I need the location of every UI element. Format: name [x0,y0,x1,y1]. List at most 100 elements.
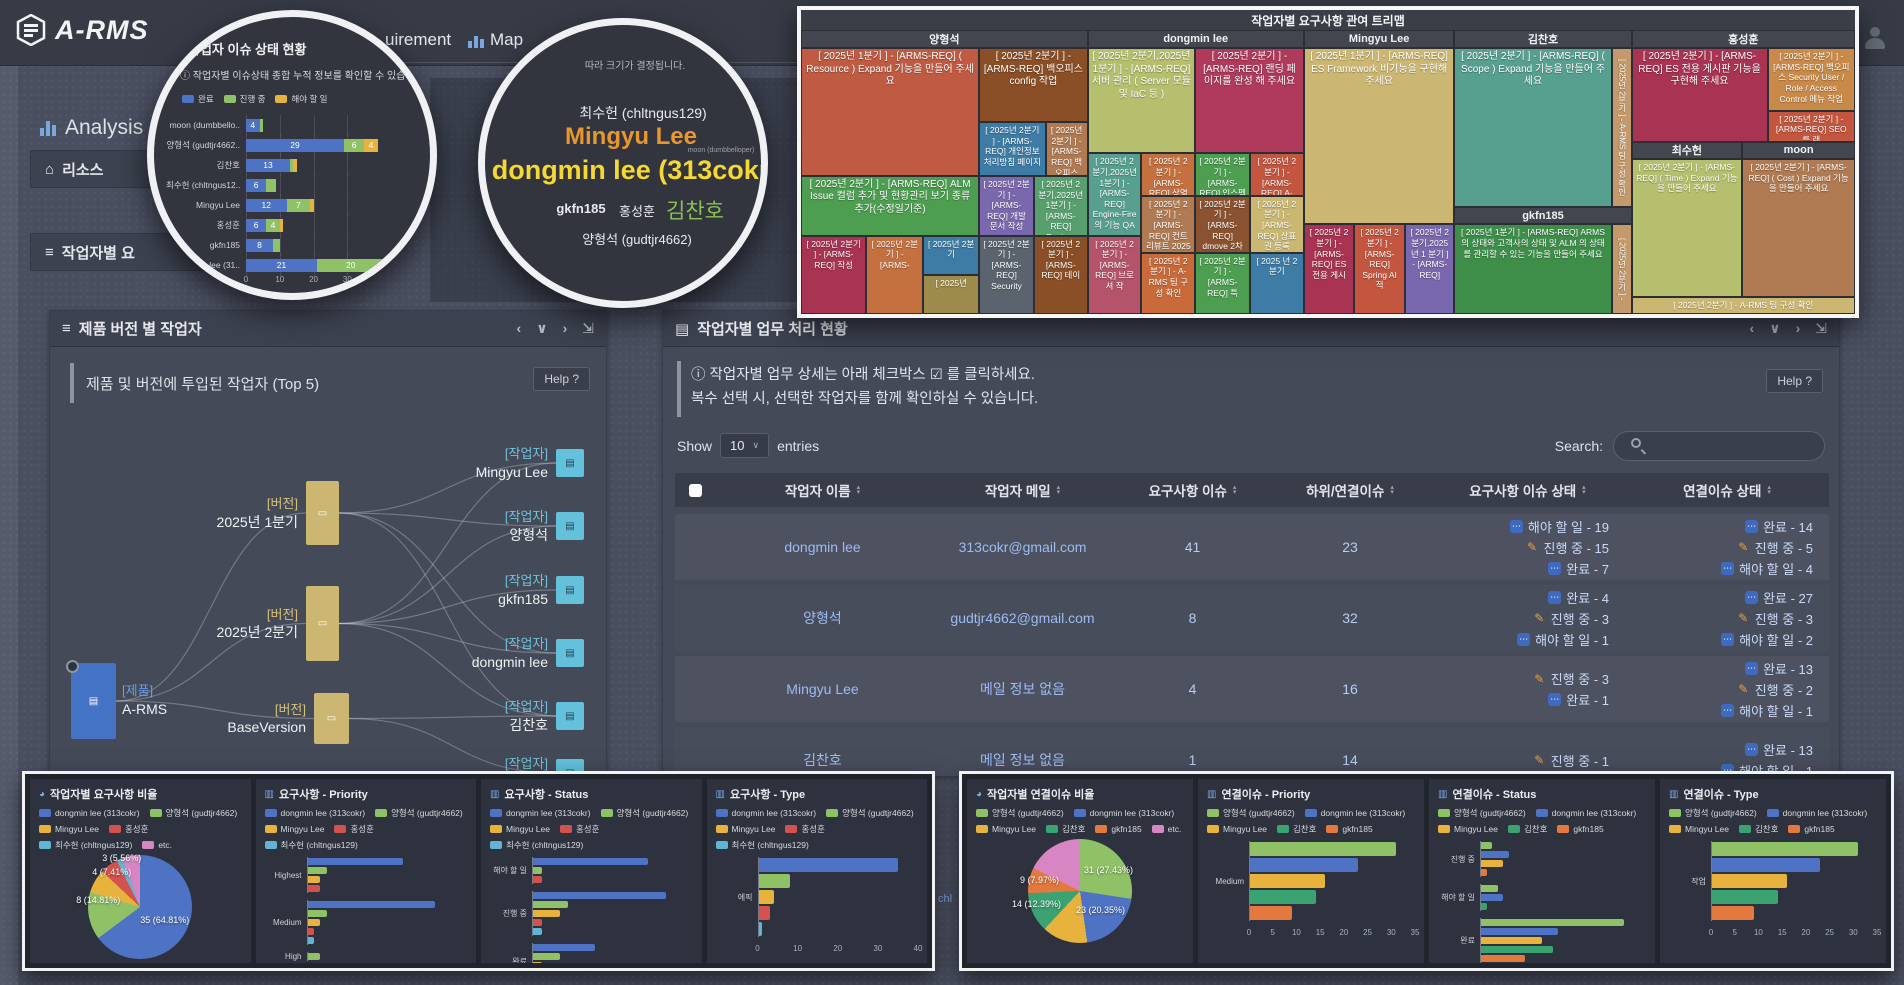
treemap-cell[interactable]: [ 2025년 2분기,2025년 1분기 ] - [ARMS-REQ] 서버 … [1087,48,1196,154]
treemap-group-header[interactable]: dongmin lee [1087,30,1304,49]
legend-item[interactable]: dongmin lee (313cokr) [1304,808,1405,818]
app-logo[interactable]: A-RMS [16,14,149,46]
legend-item[interactable]: 홍성훈 [108,823,148,835]
treemap-cell[interactable]: [ 2025년 2분기 ] - [ARMS-REQ] dmove 2차 [1195,195,1250,253]
next-icon[interactable]: › [562,320,568,336]
diagram-node-worker[interactable]: ▤ [556,702,584,730]
treemap-cell[interactable]: [ 2025년 1분기 ] - [ARMS-REQ] ( Resource ) … [801,48,980,176]
treemap-cell[interactable]: [ 2025년 2분기,2025년 1분기 ] - [ARMS-REQ] Eng… [1033,175,1088,236]
legend-item[interactable]: 양형석 (gudtjr4662) [149,807,237,819]
wordcloud-word[interactable]: 홍성훈 [619,204,655,219]
treemap-group-header[interactable]: 김찬호 [1454,30,1632,49]
legend-item[interactable]: etc. [1151,824,1181,834]
legend-item[interactable]: 홍성훈 [785,823,825,835]
legend-item[interactable]: dongmin lee (313cokr) [264,808,365,818]
legend-item[interactable]: 양형석 (gudtjr4662) [976,807,1064,819]
collapse-icon[interactable]: ∨ [536,320,548,336]
legend-item[interactable]: etc. [142,840,172,850]
nav-item-map[interactable]: Map [468,30,523,50]
legend-item[interactable]: 최수헌 (chltngus129) [715,839,809,851]
treemap-cell[interactable]: [ 2025년 2분기 ] - A-RMS 팀 구성 확인 [1631,296,1855,314]
pie-chart[interactable] [88,855,193,959]
sort-icon[interactable]: ▴ ▾ [1232,484,1237,496]
treemap-cell[interactable]: [ 2025년 2분기 ] - [ARMS-REQ] 브로셔 작 [1087,235,1142,314]
treemap-cell[interactable]: [ 2025년 2분기 ] - [ARMS-REQ] ( Time ) Expa… [1631,158,1743,297]
diagram-node-worker[interactable]: ▤ [556,449,584,477]
legend-item[interactable]: 양형석 (gudtjr4662) [1669,807,1757,819]
legend-item[interactable]: gkfn185 [1095,824,1142,834]
treemap-cell[interactable]: [ 2025년 2분기 ] - [ARMS-REQ] ES 전용 게시 [1303,224,1355,314]
treemap-cell[interactable]: [ 2025년 2분기 ] - [ARMS-REQ] 백오피스 config 작… [979,48,1088,122]
diagram-node-worker[interactable]: ▤ [556,512,584,540]
legend-item[interactable]: 완료 [182,93,214,105]
legend-item[interactable]: 김찬호 [1276,823,1316,835]
legend-item[interactable]: 양형석 (gudtjr4662) [600,807,688,819]
sort-icon[interactable]: ▴ ▾ [1056,484,1061,496]
treemap-cell[interactable]: [ 2025년 2분기 ] - [ARMS-REQ] 개인정보처리방침 페이지 [979,122,1046,176]
worker-name-link[interactable]: 양형석 [803,610,842,626]
sort-icon[interactable]: ▴ ▾ [1390,484,1394,496]
wordcloud-word[interactable]: 최수헌 (chltngus129) [579,105,707,121]
legend-item[interactable]: dongmin lee (313cokr) [715,808,816,818]
worker-name-link[interactable]: dongmin lee [784,539,861,555]
legend-item[interactable]: dongmin lee (313cokr) [490,808,591,818]
nav-item-requirement[interactable]: uirement [385,30,452,49]
help-button-right[interactable]: Help ? [1766,369,1823,393]
worker-name-link[interactable]: 김찬호 [803,752,842,768]
legend-item[interactable]: 홍성훈 [334,823,374,835]
legend-item[interactable]: Mingyu Lee [1669,824,1729,834]
treemap-cell[interactable]: [ 2025년 2분기 ] - [ARMS-REQ] ( Scope ) Exp… [1454,48,1612,208]
legend-item[interactable]: 최수헌 (chltngus129) [39,839,132,851]
diagram-node-version[interactable]: ▭ [306,586,339,661]
wordcloud-word[interactable]: dongmin lee (313cokr) [491,155,768,185]
select-all-checkbox[interactable] [688,483,702,497]
wordcloud-word[interactable]: 양형석 (gudtjr4662) [582,232,692,247]
column-header[interactable]: 작업자 이름 ▴ ▾ [784,484,861,499]
legend-item[interactable]: dongmin lee (313cokr) [1073,808,1174,818]
user-profile-icon[interactable] [1862,26,1888,52]
treemap-cell[interactable]: [ 2025년 2분기 ] - [ARMS-REQ] 개발 문서 작성 [979,175,1034,236]
diagram-node-product[interactable]: ▤ [71,663,116,739]
legend-item[interactable]: 김찬호 [1738,823,1778,835]
worker-name-link[interactable]: Mingyu Lee [786,681,859,697]
wordcloud-word[interactable]: gkfn185 [556,201,606,216]
treemap-cell[interactable]: [ 2025년 [923,275,980,314]
legend-item[interactable]: Mingyu Lee [1438,824,1498,834]
diagram-node-worker[interactable]: ▤ [556,576,584,604]
expand-icon[interactable]: ⇲ [1815,320,1827,336]
diagram-node-worker[interactable]: ▤ [556,639,584,667]
column-header[interactable]: 작업자 메일 ▴ ▾ [984,484,1061,499]
treemap-cell[interactable]: [ 2025년 2분기 ] - A-RMS 팀 구성 확인 [1141,252,1196,314]
treemap-group-header[interactable]: gkfn185 [1454,207,1632,225]
wordcloud-word[interactable]: moon (dumbbelloper) [687,147,755,154]
column-header[interactable]: 요구사항 이슈 상태 ▴ ▾ [1469,484,1586,499]
treemap-cell[interactable]: [ 2025년 2분기 ] - [ARMS-REQ] 백오피스 System 작… [1045,122,1088,176]
treemap-cell[interactable]: [ 2025년 2분기 [923,235,980,276]
legend-item[interactable]: 양형석 (gudtjr4662) [1207,807,1295,819]
treemap-cell[interactable]: [ 2025년 2분기 ] - [ARMS-REQ] ES 전용 게시판 기능을… [1631,48,1768,142]
page-size-select[interactable]: 10 ∨ [720,433,770,458]
treemap-cell[interactable]: [ 2025년 2분기,2025년 1 분기 ] - [ARMS-REQ] [1404,224,1455,314]
treemap-cell[interactable]: [ 2025년 2분기 ] - [ARMS-REQ] A-RMS 와 A-DOC… [1250,153,1304,196]
treemap-cell[interactable]: [ 2025년 2분기 ] - [ARMS-REQ] 백오피스 Security… [1767,48,1855,111]
legend-item[interactable]: gkfn185 [1557,824,1604,834]
treemap-cell[interactable]: [ 2025년 2분기 ] - [ARMS-REQ] 상열님 설명 [1141,153,1196,196]
sort-icon[interactable]: ▴ ▾ [856,484,861,496]
collapse-icon[interactable]: ∨ [1769,320,1781,336]
legend-item[interactable]: 김찬호 [1045,823,1085,835]
legend-item[interactable]: 양형석 (gudtjr4662) [1438,807,1526,819]
prev-icon[interactable]: ‹ [516,320,522,336]
legend-item[interactable]: 양형석 (gudtjr4662) [826,807,914,819]
sort-icon[interactable]: ▴ ▾ [1767,484,1771,496]
legend-item[interactable]: 해야 할 일 [275,93,327,105]
treemap-cell[interactable]: [ 2025년 2분기 ] - [ARMS-REQ] Spring AI 적 [1354,224,1405,314]
search-input[interactable] [1613,431,1825,461]
treemap-cell[interactable]: [ 2025년 2분기 ] - [ARMS-REQ] 작성 [801,235,867,314]
treemap-cell[interactable]: [ 2025 년 2분기 [1250,252,1304,314]
treemap-cell[interactable]: [ 2025년 2분기 ] - [ARMS-REQ] 상표권 등록 [1250,195,1304,253]
treemap-cell[interactable]: [ 2025년 1분기 ] - [ARMS-REQ] ES Framework … [1303,48,1455,225]
treemap-cell[interactable]: [ 2025년 2분기 ] - [1611,224,1632,314]
legend-item[interactable]: 진행 중 [223,93,265,105]
legend-item[interactable]: Mingyu Lee [264,824,324,834]
treemap-cell[interactable]: [ 2025년 2분기 ] - [ARMS-REQ] 랜딩 페이지를 완성 해 … [1195,48,1304,154]
